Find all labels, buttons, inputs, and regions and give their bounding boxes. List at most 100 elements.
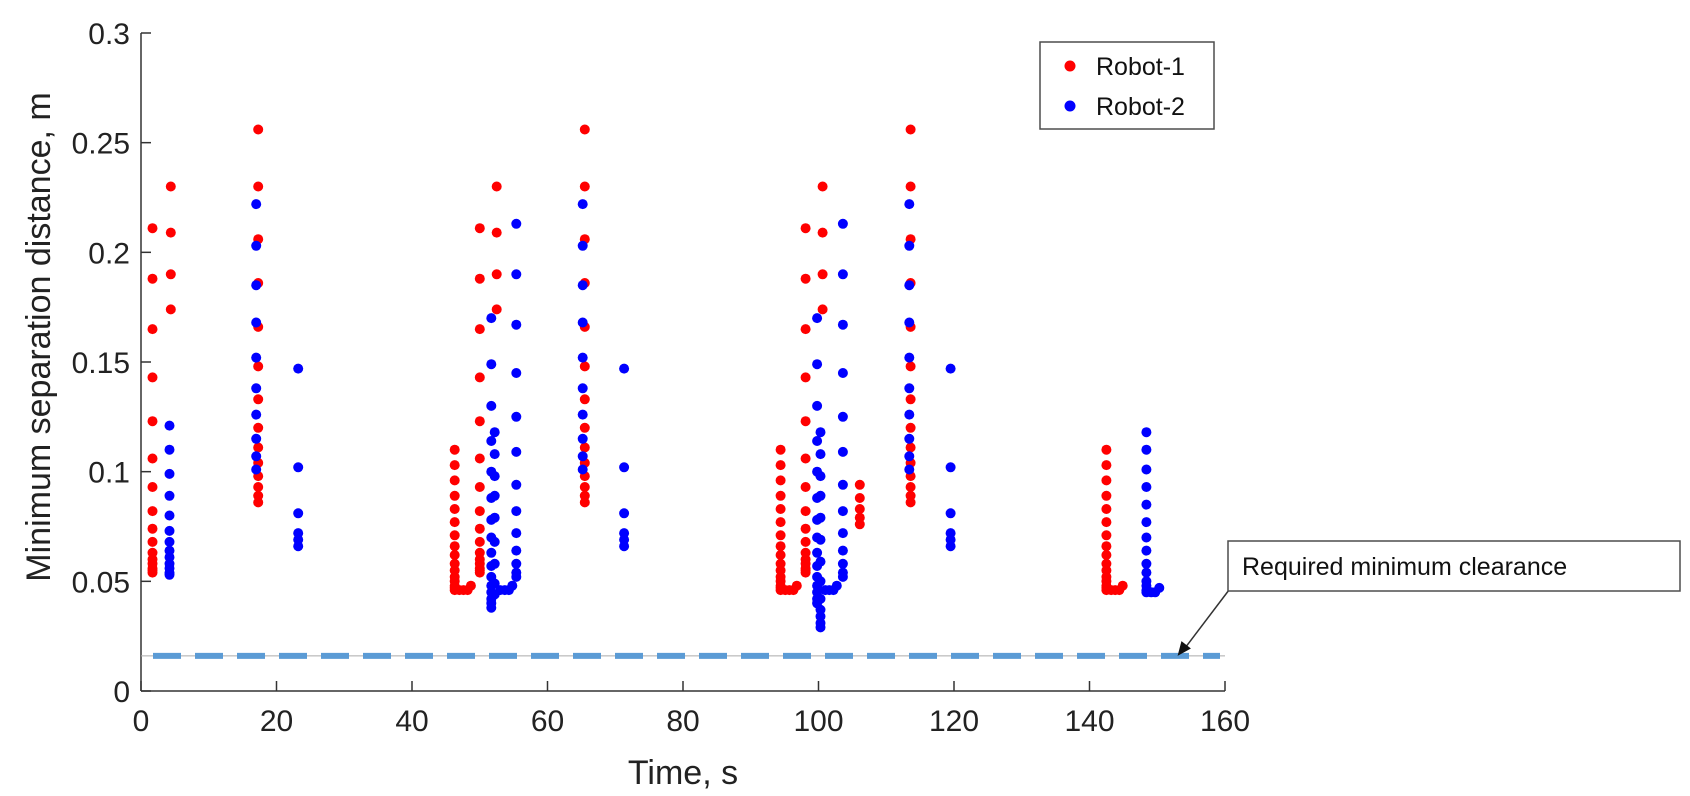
data-point-robot-1: [854, 479, 865, 490]
data-point-robot-2: [904, 240, 915, 251]
data-point-robot-2: [812, 359, 823, 370]
data-point-robot-2: [945, 541, 956, 552]
data-point-robot-1: [775, 475, 786, 486]
data-point-robot-1: [579, 482, 590, 492]
data-point-robot-1: [1101, 517, 1112, 528]
data-point-robot-1: [905, 181, 916, 192]
data-point-robot-1: [253, 482, 264, 492]
data-point-robot-2: [164, 510, 175, 521]
data-point-robot-2: [577, 317, 588, 328]
data-point-robot-1: [775, 444, 786, 455]
data-point-robot-2: [904, 451, 915, 462]
data-point-robot-2: [577, 352, 588, 363]
data-point-robot-2: [815, 534, 826, 545]
data-point-robot-2: [511, 269, 522, 280]
y-tick-label: 0.15: [72, 347, 130, 380]
data-point-robot-2: [619, 541, 630, 552]
data-point-robot-2: [904, 409, 915, 420]
annotation-arrow-head: [1177, 641, 1191, 656]
data-point-robot-2: [812, 436, 823, 446]
data-point-robot-1: [1101, 550, 1112, 560]
data-point-robot-1: [147, 416, 158, 427]
x-tick-label: 40: [395, 705, 428, 738]
data-point-robot-2: [904, 280, 915, 291]
data-point-robot-2: [164, 420, 175, 431]
x-tick-label: 80: [666, 705, 699, 738]
data-point-robot-1: [147, 324, 158, 335]
data-point-robot-1: [775, 530, 786, 541]
data-point-robot-2: [837, 528, 848, 539]
data-point-robot-2: [837, 446, 848, 457]
data-point-robot-1: [253, 181, 264, 192]
data-point-robot-1: [579, 124, 590, 135]
reference-line-group: [141, 589, 1230, 659]
data-point-robot-2: [812, 547, 823, 558]
data-point-robot-2: [293, 508, 304, 519]
annotation-group: Required minimum clearance: [1227, 540, 1681, 592]
data-point-robot-2: [511, 571, 522, 582]
x-tick-label: 140: [1064, 705, 1114, 738]
data-point-robot-2: [904, 433, 915, 444]
data-point-robot-2: [164, 569, 175, 580]
data-point-robot-1: [474, 453, 485, 464]
data-point-robot-2: [577, 199, 588, 210]
data-point-robot-1: [474, 416, 485, 427]
data-point-robot-1: [1101, 444, 1112, 455]
data-point-robot-1: [449, 475, 460, 486]
data-point-robot-1: [775, 490, 786, 501]
data-point-robot-1: [817, 269, 828, 280]
data-point-robot-2: [1141, 464, 1152, 475]
data-point-robot-1: [147, 536, 158, 547]
data-point-robot-2: [489, 578, 500, 589]
x-tick-label: 120: [929, 705, 979, 738]
x-tick-label: 20: [260, 705, 293, 738]
data-point-robot-2: [837, 545, 848, 556]
data-point-robot-2: [507, 580, 518, 591]
data-point-robot-1: [905, 422, 916, 433]
data-point-robot-1: [800, 506, 811, 517]
data-point-robot-1: [474, 506, 485, 517]
data-point-robot-1: [800, 324, 811, 335]
y-tick-label: 0.1: [88, 457, 130, 490]
data-point-robot-1: [491, 227, 502, 238]
data-point-robot-2: [251, 280, 262, 291]
data-point-robot-2: [486, 547, 497, 558]
data-point-robot-1: [775, 541, 786, 552]
data-point-robot-2: [1141, 567, 1152, 578]
data-point-robot-1: [1101, 490, 1112, 501]
data-point-robot-1: [491, 269, 502, 280]
data-point-robot-1: [147, 567, 158, 578]
annotation-text: Required minimum clearance: [1242, 553, 1567, 581]
data-point-robot-2: [251, 199, 262, 210]
data-point-robot-1: [1101, 460, 1112, 471]
data-point-robot-1: [775, 460, 786, 471]
data-point-robot-1: [253, 442, 264, 453]
legend: Robot-1 Robot-2: [1039, 41, 1215, 130]
data-point-robot-1: [253, 124, 264, 135]
data-point-robot-2: [812, 400, 823, 411]
data-point-robot-2: [815, 490, 826, 501]
data-point-robot-2: [486, 313, 497, 324]
data-point-robot-2: [164, 525, 175, 536]
data-point-robot-2: [1154, 582, 1165, 593]
data-point-robot-1: [474, 523, 485, 534]
data-point-robot-2: [511, 368, 522, 378]
data-point-robot-1: [579, 442, 590, 453]
legend-label-robot-2: Robot-2: [1096, 93, 1185, 121]
data-point-robot-2: [511, 479, 522, 490]
data-point-robot-2: [815, 427, 826, 438]
data-point-robot-2: [904, 317, 915, 328]
data-point-robot-2: [837, 319, 848, 330]
data-point-robot-2: [619, 508, 630, 519]
data-point-robot-2: [489, 536, 500, 547]
data-point-robot-1: [147, 273, 158, 284]
data-point-robot-1: [449, 504, 460, 514]
data-point-robot-1: [800, 273, 811, 284]
data-point-robot-2: [815, 593, 826, 604]
data-point-robot-1: [449, 550, 460, 560]
data-point-robot-2: [511, 411, 522, 422]
data-point-robot-2: [815, 576, 826, 587]
data-point-robot-2: [251, 409, 262, 420]
data-point-robot-2: [1141, 558, 1152, 569]
